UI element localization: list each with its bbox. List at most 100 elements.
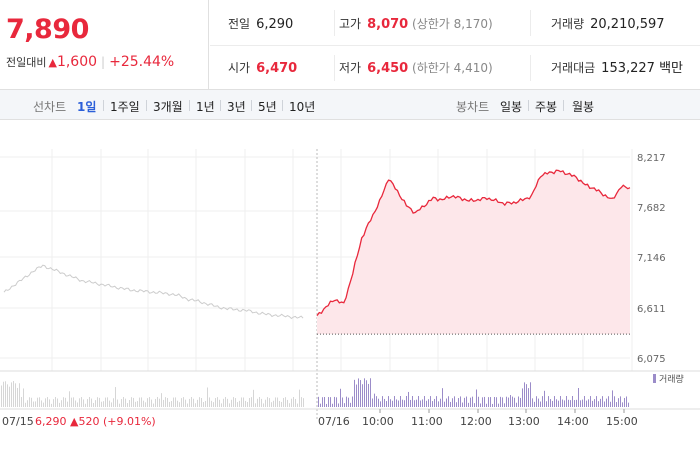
- change-row: 전일대비 ▲1,600 | +25.44%: [6, 54, 174, 70]
- col-divider: [334, 55, 335, 81]
- volume-bar-prev: [115, 387, 116, 407]
- volume-bar-today: [326, 403, 327, 407]
- volume-bar-prev: [259, 397, 260, 407]
- volume-bar-today: [480, 403, 481, 407]
- volume-bar-prev: [143, 400, 144, 407]
- today-series: [316, 169, 631, 335]
- volume-bar-today: [386, 401, 387, 407]
- volume-bar-today: [334, 396, 335, 407]
- volume-bar-prev: [69, 391, 70, 407]
- volume-bar-prev: [173, 397, 174, 407]
- volume-bar-prev: [131, 397, 132, 407]
- x-tick-label: 13:00: [508, 415, 540, 428]
- volume-bar-today: [496, 397, 497, 407]
- tab-3year[interactable]: 3년: [227, 100, 246, 114]
- volume-bar-prev: [197, 399, 198, 407]
- chart-svg: 8,217 7,682 7,146 6,611 6,075 거래량 07/15 07/16…: [0, 149, 700, 428]
- volume-bar-today: [516, 402, 517, 407]
- volume-bar-today: [494, 396, 495, 407]
- volume-bar-today: [528, 388, 529, 407]
- volume-bar-prev: [59, 402, 60, 407]
- volume-bar-today: [476, 389, 477, 407]
- current-price: 7,890: [6, 14, 89, 45]
- volume-bar-prev: [113, 398, 114, 407]
- volume-bar-prev: [101, 401, 102, 407]
- tab-monthly-candle[interactable]: 월봉: [572, 100, 595, 114]
- volume-bar-prev: [19, 383, 20, 407]
- volume-bar-today: [382, 396, 383, 407]
- volume-bar-prev: [189, 398, 190, 407]
- volume-bar-prev: [99, 397, 100, 407]
- volume-bar-prev: [241, 397, 242, 407]
- x-tick-label: 07/15: [2, 415, 34, 428]
- volume-bar-today: [344, 403, 345, 407]
- volume-bar-prev: [127, 403, 128, 407]
- volume-bar-prev: [273, 400, 274, 407]
- volume-bar-today: [402, 399, 403, 407]
- tab-3month[interactable]: 3개월: [153, 100, 183, 114]
- volume-bar-prev: [33, 401, 34, 407]
- volume-bar-prev: [219, 399, 220, 407]
- tab-daily-candle[interactable]: 일봉: [500, 100, 523, 114]
- volume: 거래량 20,210,597: [551, 17, 665, 32]
- volume-bar-today: [328, 397, 329, 407]
- volume-bar-today: [410, 399, 411, 407]
- volume-bar-today: [446, 398, 447, 407]
- tab-10year[interactable]: 10년: [289, 100, 316, 114]
- volume-bar-prev: [53, 399, 54, 407]
- volume-bar-today: [530, 382, 531, 407]
- volume-bar-today: [604, 401, 605, 407]
- volume-bar-prev: [205, 400, 206, 407]
- tab-weekly-candle[interactable]: 주봉: [535, 100, 558, 114]
- volume-bar-prev: [103, 401, 104, 407]
- volume-bar-prev: [225, 397, 226, 407]
- volume-bar-prev: [109, 400, 110, 407]
- volume-bar-today: [582, 399, 583, 407]
- volume-bar-prev: [179, 402, 180, 407]
- volume-bar-prev: [121, 399, 122, 407]
- volume-bar-today: [536, 396, 537, 407]
- tab-1year[interactable]: 1년: [196, 100, 215, 114]
- volume-bar-prev: [87, 399, 88, 407]
- volume-bar-today: [608, 396, 609, 407]
- volume-bar-prev: [175, 397, 176, 407]
- tab-5year[interactable]: 5년: [258, 100, 277, 114]
- y-tick-label: 6,075: [637, 354, 666, 365]
- volume-bar-prev: [91, 398, 92, 407]
- volume-bar-today: [456, 402, 457, 407]
- volume-bar-prev: [209, 397, 210, 407]
- volume-bar-prev: [137, 401, 138, 407]
- volume-bar-today: [466, 396, 467, 407]
- tab-1day[interactable]: 1일: [77, 100, 97, 114]
- volume-bar-today: [518, 396, 519, 407]
- volume-bar-today: [454, 396, 455, 407]
- prev-close: 전일 6,290: [228, 17, 294, 32]
- volume-bar-today: [394, 396, 395, 407]
- tab-1week[interactable]: 1주일: [110, 100, 140, 114]
- volume-bar-prev: [289, 403, 290, 407]
- volume-bar-prev: [237, 402, 238, 407]
- volume-bar-prev: [77, 402, 78, 407]
- volume-bar-prev: [287, 399, 288, 407]
- x-tick-label: 11:00: [411, 415, 443, 428]
- volume-bar-today: [412, 396, 413, 407]
- volume-bar-today: [440, 398, 441, 407]
- volume-bar-prev: [37, 397, 38, 407]
- volume-bar-prev: [17, 387, 18, 407]
- period-tabs: 선차트 1일 1주일 3개월 1년 3년 5년 10년 봉차트 일봉 주봉 월봉: [0, 90, 700, 120]
- volume-bar-today: [618, 398, 619, 407]
- volume-bar-today: [490, 397, 491, 407]
- volume-bar-prev: [211, 400, 212, 407]
- volume-legend-label: 거래량: [659, 373, 684, 385]
- volume-bar-today: [332, 403, 333, 407]
- volume-bar-today: [590, 396, 591, 407]
- volume-bar-prev: [235, 398, 236, 407]
- volume-bar-today: [350, 402, 351, 407]
- volume-bar-today: [612, 390, 613, 407]
- volume-bar-prev: [95, 400, 96, 407]
- volume-bar-today: [628, 402, 629, 407]
- volume-bar-prev: [1, 385, 2, 407]
- stock-summary: 7,890 전일대비 ▲1,600 | +25.44% 전일 6,290 시가 6,470…: [0, 0, 700, 90]
- volume-bar-prev: [221, 403, 222, 407]
- tab-divider: [220, 100, 221, 111]
